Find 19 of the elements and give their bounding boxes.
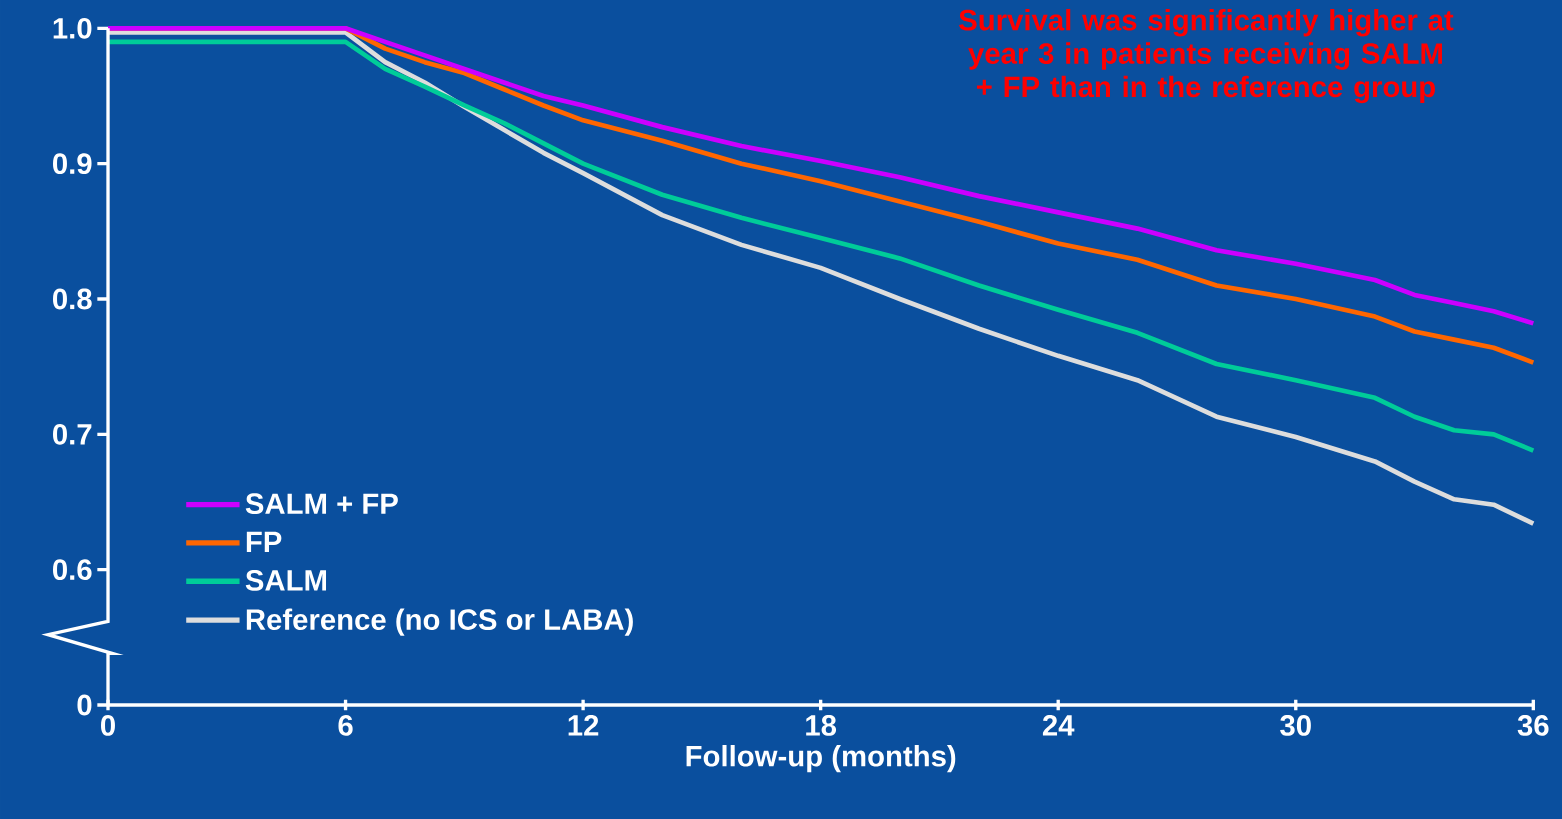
legend-label: FP (246, 531, 282, 552)
x-axis-title: Follow-up (months) (686, 745, 956, 773)
legend-label: SALM (245, 569, 327, 591)
x-tick-label: 0 (101, 715, 115, 736)
y-tick-label: 0.6 (53, 559, 92, 581)
y-tick-label: 0 (77, 694, 92, 716)
y-tick-label: 0.9 (53, 153, 92, 175)
x-tick-label: 36 (1517, 715, 1549, 736)
legend-label: Reference (no ICS or LABA) (246, 608, 633, 636)
x-tick-label: 6 (338, 715, 353, 736)
x-tick-label: 18 (806, 715, 837, 736)
y-tick-label: 0.7 (53, 423, 92, 445)
y-tick-label: 0.8 (53, 288, 92, 310)
x-tick-label: 12 (568, 715, 599, 736)
x-tick-label: 30 (1280, 715, 1311, 736)
y-tick-label: 1.0 (53, 17, 92, 39)
legend-label: SALM + FP (245, 493, 398, 515)
x-tick-label: 24 (1042, 715, 1075, 736)
chart-title: Survival was significantly higher at year 3 in patients receiving SALM + FP than in the reference group (959, 9, 1454, 104)
